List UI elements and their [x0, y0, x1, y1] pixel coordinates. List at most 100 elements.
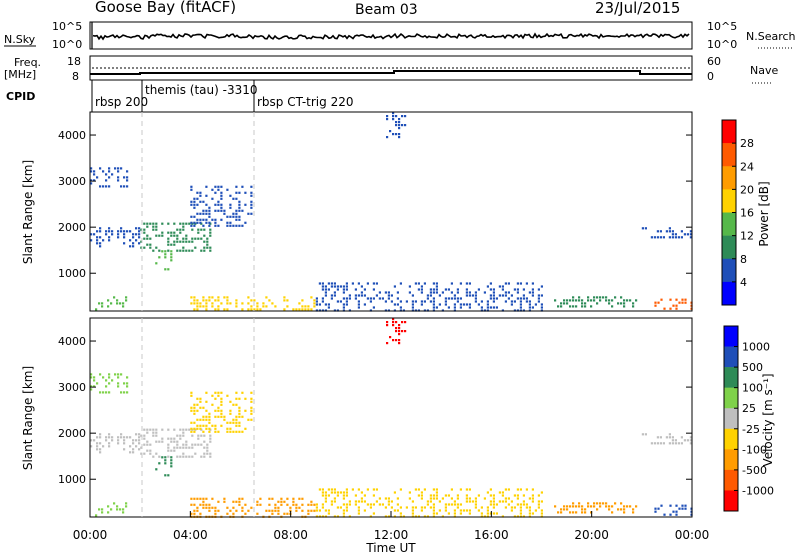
power-cell: [605, 299, 608, 302]
velocity-cell: [435, 494, 438, 497]
power-cell: [605, 296, 608, 299]
velocity-cell: [444, 509, 447, 512]
power-cell: [680, 236, 683, 239]
velocity-cell: [501, 491, 504, 494]
power-cell: [519, 282, 522, 285]
power-cell: [468, 282, 471, 285]
velocity-cell: [468, 509, 471, 512]
power-cell: [453, 297, 456, 300]
power-cell: [238, 191, 241, 194]
velocity-cell: [681, 504, 684, 507]
velocity-cell: [132, 451, 135, 454]
power-cell: [182, 228, 185, 231]
power-frame: [89, 111, 693, 312]
power-cell: [200, 249, 203, 252]
power-cell: [226, 302, 229, 305]
power-cell: [238, 200, 241, 203]
power-cell: [492, 297, 495, 300]
power-cell: [390, 294, 393, 297]
power-cell: [113, 296, 116, 299]
power-cell: [138, 236, 141, 239]
velocity-cell: [653, 442, 656, 445]
velocity-cell: [96, 442, 99, 445]
power-cell: [90, 239, 93, 242]
velocity-cell: [167, 428, 170, 431]
velocity-cell: [244, 503, 247, 506]
velocity-cell: [193, 512, 196, 515]
power-cell: [557, 305, 560, 308]
velocity-xtick-label: 12:00: [374, 528, 409, 542]
velocity-cell: [501, 500, 504, 503]
velocity-cell: [398, 330, 401, 333]
power-cell: [321, 282, 324, 285]
power-cell: [155, 246, 158, 249]
power-cell: [675, 307, 678, 310]
velocity-cell: [200, 443, 203, 446]
power-cell: [197, 237, 200, 240]
power-cell: [193, 197, 196, 200]
velocity-cell: [158, 462, 161, 465]
velocity-cell: [197, 437, 200, 440]
velocity-cell: [321, 503, 324, 506]
velocity-cell: [182, 446, 185, 449]
power-cell: [348, 297, 351, 300]
power-cell: [510, 303, 513, 306]
velocity-cell: [203, 455, 206, 458]
power-cell: [158, 249, 161, 252]
power-colorbar-swatch: [722, 120, 736, 144]
power-cell: [241, 224, 244, 227]
power-cell: [126, 179, 129, 182]
power-cell: [152, 228, 155, 231]
power-cell: [671, 230, 674, 233]
velocity-cell: [179, 446, 182, 449]
velocity-cell: [345, 509, 348, 512]
power-cell: [650, 236, 653, 239]
velocity-cell: [438, 500, 441, 503]
power-cell: [572, 305, 575, 308]
power-cell: [208, 221, 211, 224]
power-cell: [366, 282, 369, 285]
cpid-label: CPID: [6, 90, 35, 103]
velocity-cell: [602, 502, 605, 505]
velocity-cell: [581, 505, 584, 508]
power-cell: [196, 191, 199, 194]
power-cell: [465, 294, 468, 297]
power-cell: [668, 227, 671, 230]
velocity-cell: [441, 497, 444, 500]
velocity-cell: [375, 500, 378, 503]
velocity-region-9: [641, 433, 692, 445]
power-colorbar-swatch: [722, 189, 736, 213]
power-cell: [105, 173, 108, 176]
power-cell: [173, 234, 176, 237]
power-cell: [108, 170, 111, 173]
velocity-cell: [193, 409, 196, 412]
velocity-cell: [393, 491, 396, 494]
power-cell: [176, 249, 179, 252]
power-cell: [238, 206, 241, 209]
velocity-cell: [572, 511, 575, 514]
velocity-colorbar-swatch: [724, 490, 738, 512]
power-cell: [214, 203, 217, 206]
velocity-cell: [206, 452, 209, 455]
power-cell: [190, 221, 193, 224]
velocity-cell: [444, 503, 447, 506]
velocity-cell: [132, 448, 135, 451]
power-cell: [563, 299, 566, 302]
velocity-cell: [143, 434, 146, 437]
velocity-cell: [101, 508, 104, 511]
power-cell: [111, 233, 114, 236]
power-cell: [516, 282, 519, 285]
power-cell: [304, 305, 307, 308]
velocity-cell: [193, 406, 196, 409]
velocity-cell: [170, 462, 173, 465]
velocity-cell: [289, 506, 292, 509]
velocity-cell: [244, 397, 247, 400]
velocity-cell: [205, 415, 208, 418]
velocity-cell: [232, 506, 235, 509]
velocity-region-5: [95, 502, 128, 517]
power-cell: [501, 288, 504, 291]
power-cell: [126, 170, 129, 173]
nave-tick-top: 60: [707, 55, 721, 68]
power-cell: [250, 308, 253, 311]
